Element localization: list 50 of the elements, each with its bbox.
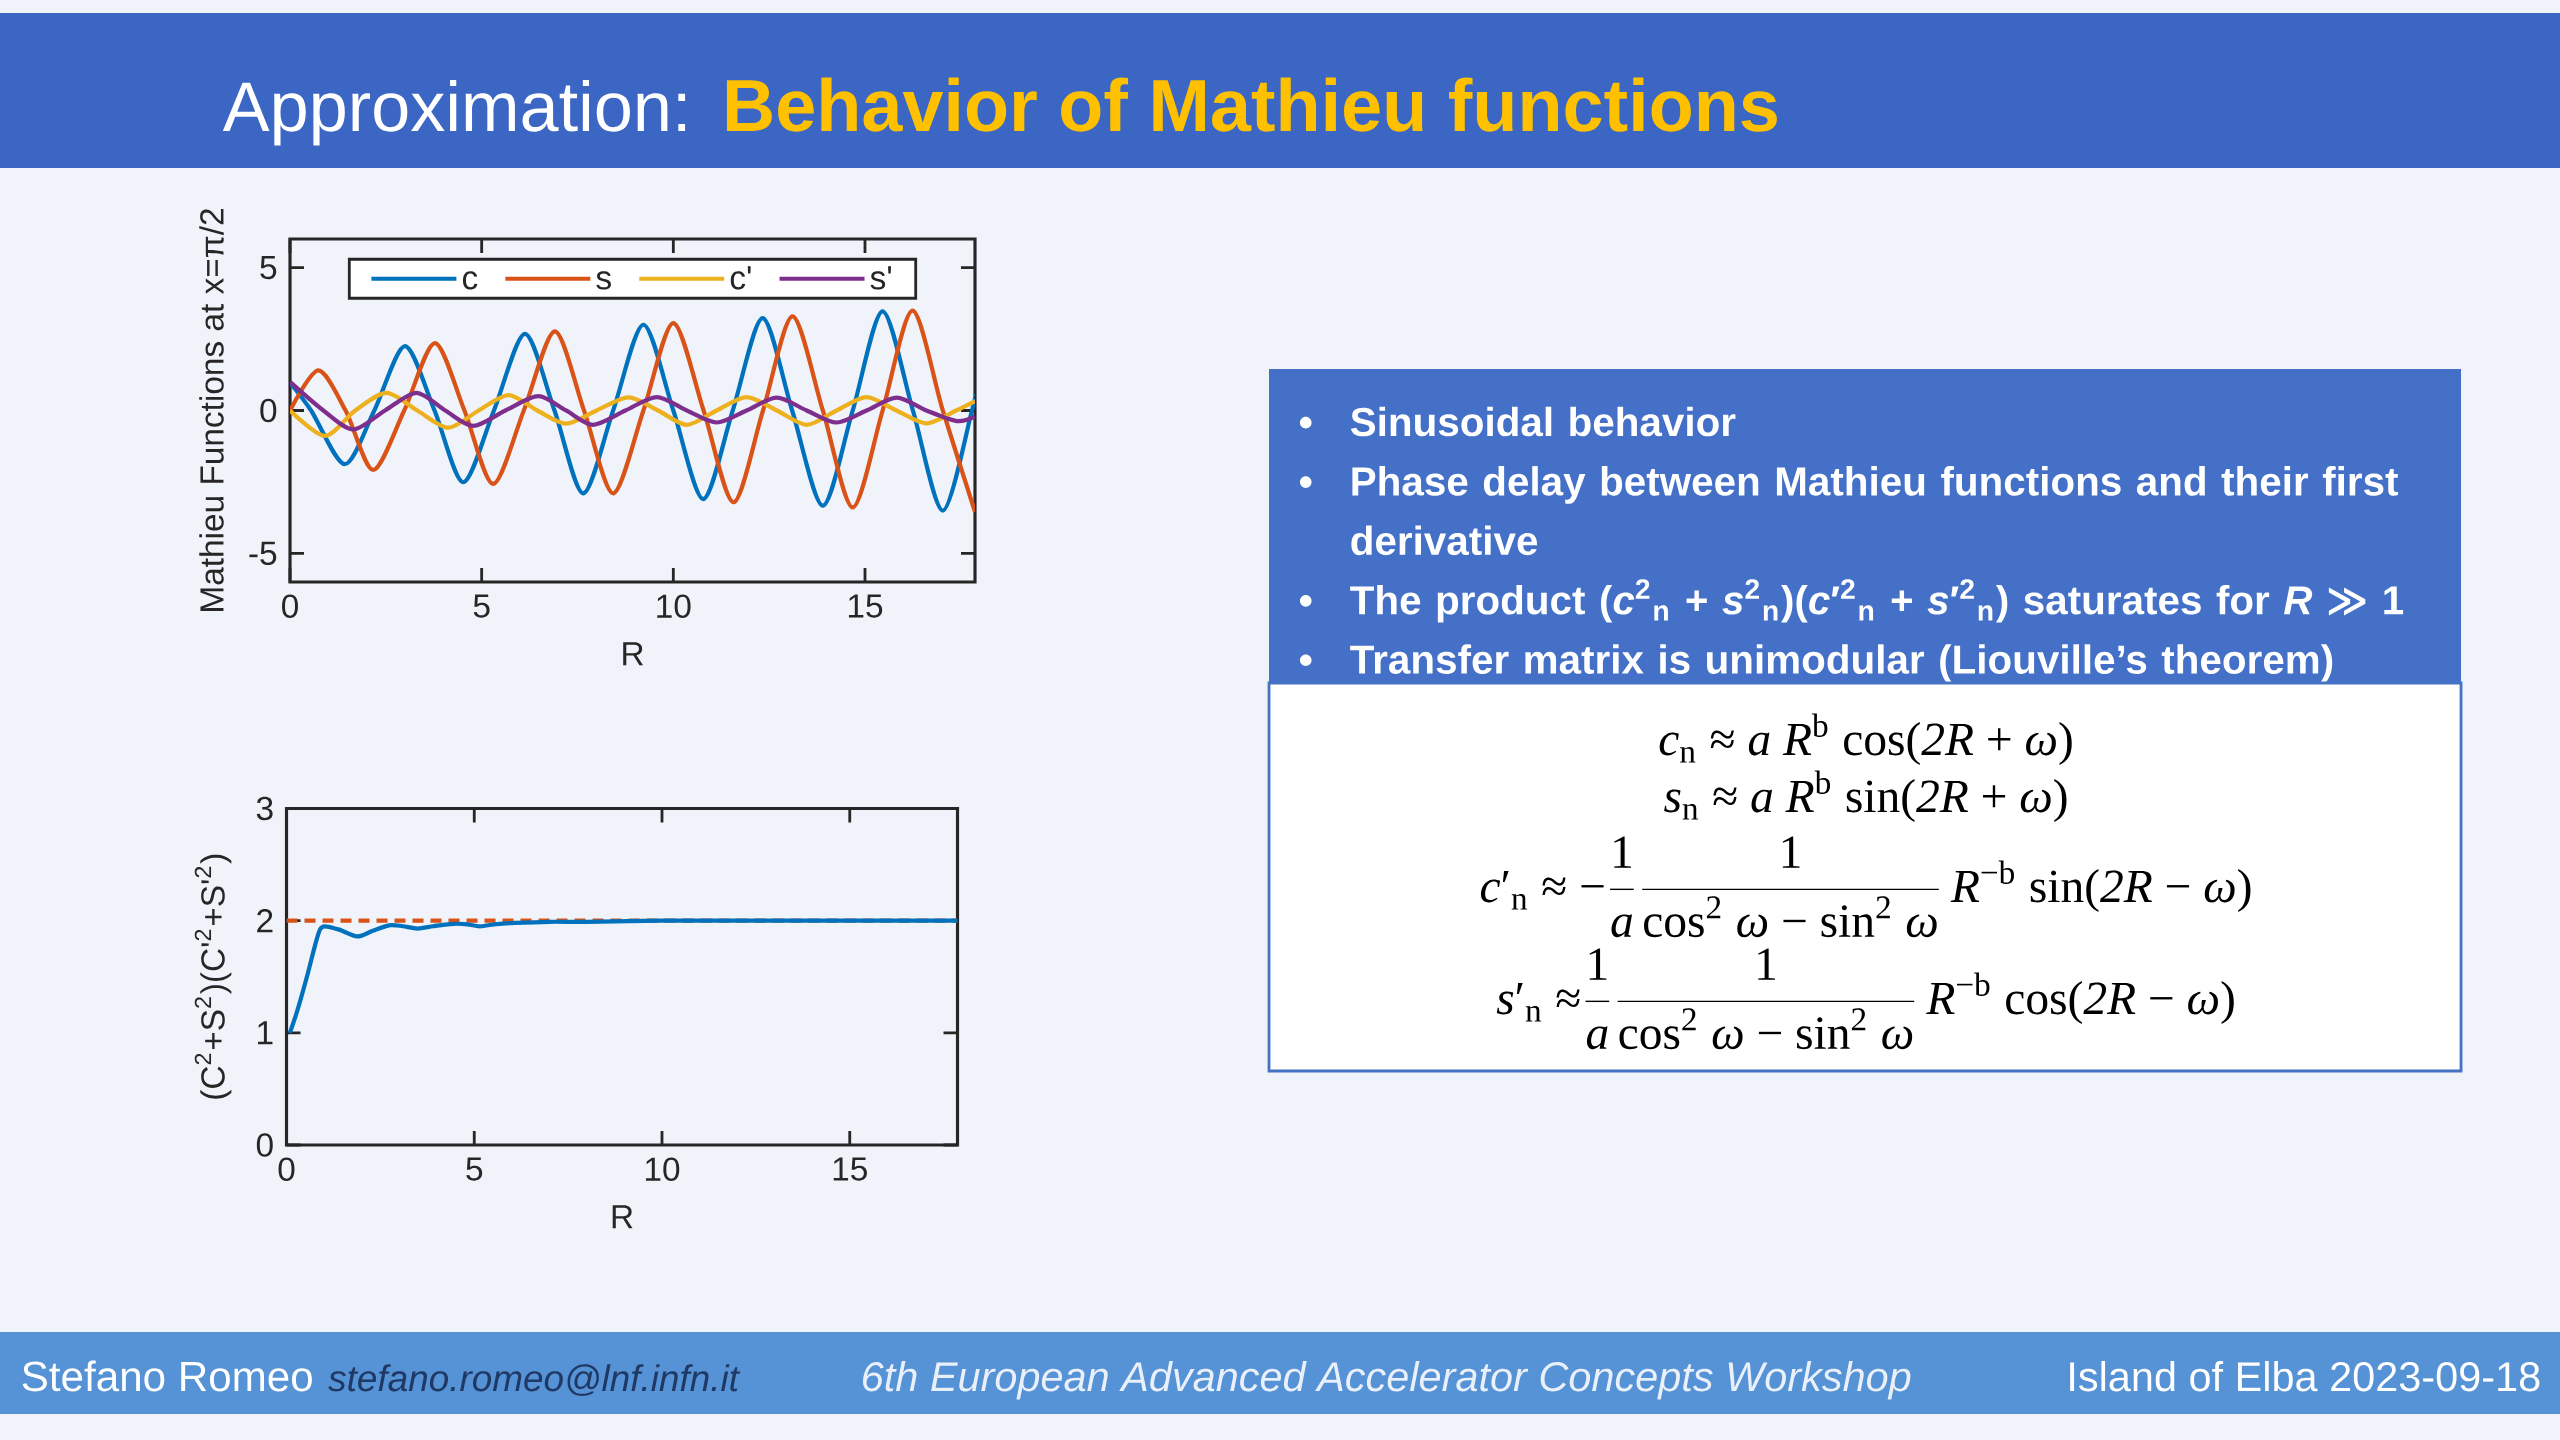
text: Sinusoidal behavior: [1350, 406, 1736, 437]
text: •: [1299, 476, 1312, 488]
text: Island of Elba 2023-09-18: [2070, 1360, 2540, 1392]
text: 1: [1614, 836, 1631, 868]
x-tick-label: 5: [466, 1157, 483, 1181]
x-axis-title: R: [612, 1205, 633, 1229]
text: •: [1299, 416, 1312, 429]
text: The product (c$^{2}$$_{n}$ + s$^{2}$$_{n}$)(c′$^{2}$$_{n}$ + s′$^{2}$$_{n}$) saturates for R ≫ 1: [1350, 579, 2404, 623]
text: •: [1299, 595, 1312, 607]
x-tick-label: 0: [282, 594, 298, 619]
text: Transfer matrix is unimodular (Liouville’s theorem): [1350, 644, 2333, 682]
legend-label: c': [730, 266, 751, 290]
y-tick-label: 5: [260, 255, 277, 280]
x-tick-label: 5: [473, 594, 490, 618]
y-tick-label: -5: [249, 541, 277, 566]
text: R$^{−b}$ sin(2R − ω): [1950, 860, 2251, 913]
text: cos$^{2}$ ω − sin$^{2}$ ω: [1619, 1008, 1913, 1050]
text: c′$_{n}$ ≈ −: [1480, 870, 1604, 910]
legend-label: s': [870, 266, 892, 290]
legend-label: s: [596, 271, 611, 290]
text: stefano.romeo@lnf.infn.it: [328, 1364, 741, 1397]
text: s$_{n}$ ≈ a R$^{b}$ sin(2R + ω): [1664, 770, 2067, 823]
x-axis-title: R: [623, 642, 644, 666]
x-tick-label: 15: [848, 594, 883, 618]
text: 1: [1589, 948, 1607, 980]
y-tick-label: 0: [256, 1133, 273, 1157]
y-axis-title: Mathieu Functions at x=π/2: [199, 209, 224, 611]
text: cos$^{2}$ ω − sin$^{2}$ ω: [1644, 896, 1937, 938]
text: a: [1586, 1026, 1608, 1050]
y-tick-label: 0: [260, 398, 277, 423]
y-tick-label: 3: [256, 796, 273, 821]
text: 6th European Advanced Accelerator Concepts Workshop: [863, 1360, 1911, 1400]
x-tick-label: 10: [645, 1157, 680, 1182]
text: Stefano Romeo: [22, 1360, 312, 1392]
legend-label: c: [462, 271, 478, 290]
text: Behavior of Mathieu functions: [726, 77, 1777, 132]
text: 1: [1782, 836, 1800, 868]
text: a: [1611, 914, 1633, 938]
x-tick-label: 15: [833, 1157, 867, 1181]
y-tick-label: 2: [257, 909, 273, 933]
text: c$_{n}$ ≈ a R$^{b}$ cos(2R + ω): [1659, 713, 2072, 766]
text: (C$^{2}$+S$^{2}$)(C'$^{2}$+S'$^{2}$): [194, 854, 232, 1099]
text: Approximation:: [222, 80, 686, 146]
text: s′$_{n}$ ≈: [1496, 982, 1580, 1022]
x-tick-label: 10: [657, 594, 691, 619]
y-tick-label: 1: [258, 1021, 273, 1045]
text: •: [1299, 654, 1312, 667]
x-tick-label: 0: [278, 1157, 295, 1182]
text: R$^{−b}$ cos(2R − ω): [1926, 972, 2234, 1025]
text: 1: [1758, 948, 1775, 980]
